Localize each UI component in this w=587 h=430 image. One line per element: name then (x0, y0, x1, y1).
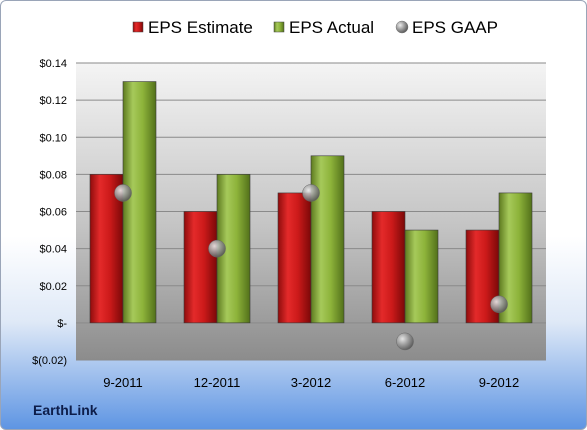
y-tick-label: $0.02 (39, 281, 67, 293)
legend-swatch (273, 21, 285, 33)
y-tick-label: $(0.02) (32, 355, 67, 367)
x-tick-label: 3-2012 (291, 375, 331, 390)
legend-label: EPS Actual (289, 18, 374, 37)
x-tick-label: 12-2011 (194, 375, 241, 390)
legend-label: EPS GAAP (412, 18, 498, 37)
legend-item-eps-estimate: EPS Estimate (132, 18, 253, 37)
bar-eps-actual (122, 81, 157, 324)
x-tick-label: 9-2011 (103, 375, 143, 390)
y-tick-label: $0.08 (39, 169, 67, 181)
legend-label: EPS Estimate (148, 18, 253, 37)
legend-item-eps-gaap: EPS GAAP (395, 18, 498, 37)
marker-eps-gaap (490, 295, 508, 314)
y-tick-label: $0.06 (39, 207, 67, 219)
bar-eps-estimate (371, 211, 406, 324)
x-tick-label: 6-2012 (385, 375, 425, 390)
company-label: EarthLink (33, 402, 98, 418)
marker-eps-gaap (396, 332, 414, 351)
y-tick-label: $0.10 (39, 132, 67, 144)
legend-swatch (132, 21, 144, 33)
marker-eps-gaap (208, 239, 226, 258)
bar-eps-estimate (183, 211, 218, 324)
marker-eps-gaap (114, 184, 132, 202)
legend-item-eps-actual: EPS Actual (273, 18, 374, 37)
bar-eps-actual (404, 229, 439, 324)
bar-eps-estimate (277, 192, 312, 324)
y-tick-label: $0.04 (39, 244, 67, 256)
bar-eps-actual (310, 155, 345, 324)
x-tick-label: 9-2012 (479, 375, 519, 390)
marker-eps-gaap (302, 184, 320, 202)
legend-swatch (395, 20, 409, 34)
y-tick-label: $0.14 (39, 58, 67, 70)
y-tick-label: $- (57, 318, 67, 330)
y-tick-label: $0.12 (39, 95, 67, 107)
